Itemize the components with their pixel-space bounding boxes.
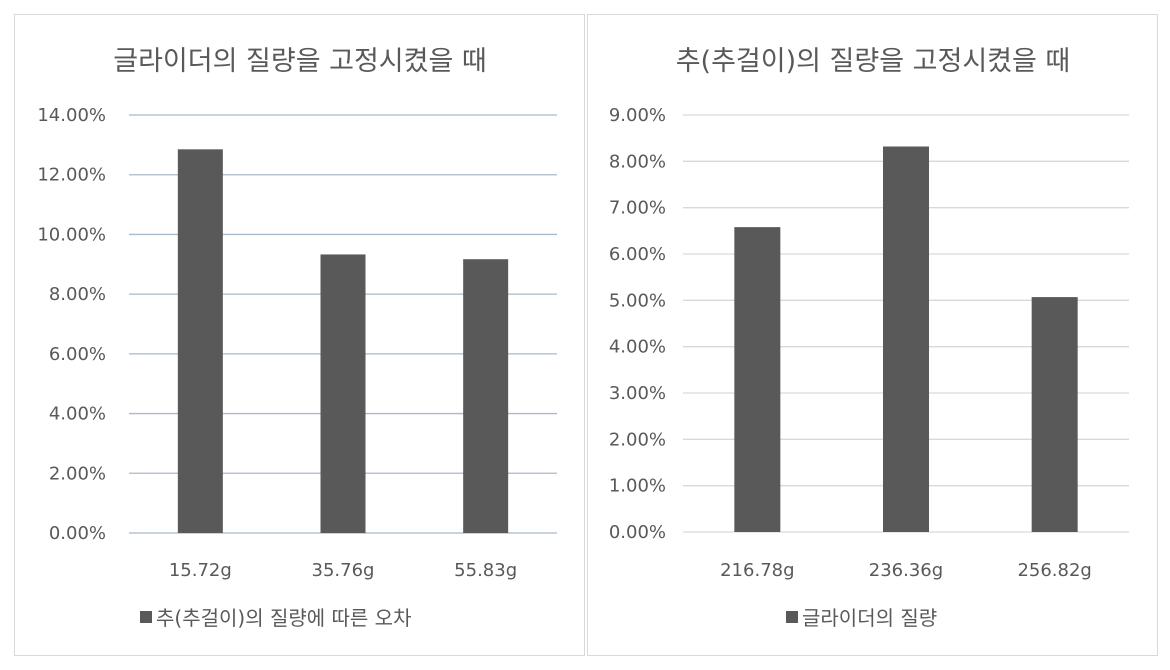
x-axis-ticks: 15.72g 35.76g 55.83g	[169, 560, 517, 581]
legend-swatch	[786, 611, 798, 623]
y-tick-label: 5.00%	[609, 290, 666, 311]
bar	[1031, 297, 1078, 532]
y-tick-label: 10.00%	[37, 224, 106, 245]
legend: 추(추걸이)의 질량에 따른 오차	[140, 606, 411, 630]
y-tick-label: 14.00%	[37, 105, 106, 126]
y-tick-label: 2.00%	[609, 429, 666, 450]
chart-left-svg: 글라이더의 질량을 고정시켰을 때 0.00% 2.00% 4.00% 6.00% 8.…	[37, 46, 557, 630]
y-tick-label: 8.00%	[609, 151, 666, 172]
y-axis-ticks: 0.00% 2.00% 4.00% 6.00% 8.00% 10.00% 12.00% 14.…	[37, 105, 106, 544]
x-tick-label: 15.72g	[169, 560, 232, 581]
chart-panel-right: 추(추걸이)의 질량을 고정시켰을 때 0.00% 1.00% 2.00% 3.00%…	[587, 14, 1158, 656]
y-tick-label: 1.00%	[609, 476, 666, 497]
x-axis-ticks: 216.78g 236.36g 256.82g	[720, 560, 1092, 581]
bar	[734, 227, 781, 533]
x-tick-label: 55.83g	[454, 560, 517, 581]
bars	[734, 146, 1078, 533]
bar	[883, 146, 929, 533]
y-tick-label: 6.00%	[609, 244, 666, 265]
y-tick-label: 8.00%	[49, 284, 106, 305]
legend: 글라이더의 질량	[786, 606, 937, 630]
chart-title: 추(추걸이)의 질량을 고정시켰을 때	[676, 46, 1071, 77]
legend-label: 글라이더의 질량	[802, 606, 937, 630]
chart-panel-left: 글라이더의 질량을 고정시켰을 때 0.00% 2.00% 4.00% 6.00% 8.…	[14, 14, 585, 656]
x-tick-label: 236.36g	[869, 560, 943, 581]
y-tick-label: 0.00%	[609, 522, 666, 543]
bars	[177, 149, 509, 534]
bar	[320, 254, 366, 533]
x-tick-label: 35.76g	[312, 560, 375, 581]
legend-swatch	[140, 611, 152, 623]
y-axis-ticks: 0.00% 1.00% 2.00% 3.00% 4.00% 5.00% 6.00% 7.00%…	[609, 105, 666, 543]
x-tick-label: 216.78g	[720, 560, 794, 581]
chart-title: 글라이더의 질량을 고정시켰을 때	[113, 46, 487, 77]
y-tick-label: 3.00%	[609, 383, 666, 404]
y-tick-label: 12.00%	[37, 165, 106, 186]
y-tick-label: 9.00%	[609, 105, 666, 126]
y-tick-label: 4.00%	[49, 404, 106, 425]
y-tick-label: 0.00%	[49, 523, 106, 544]
y-tick-label: 6.00%	[49, 344, 106, 365]
y-tick-label: 2.00%	[49, 463, 106, 484]
bar	[177, 149, 223, 534]
chart-right-svg: 추(추걸이)의 질량을 고정시켰을 때 0.00% 1.00% 2.00% 3.00%…	[609, 46, 1129, 630]
x-tick-label: 256.82g	[1017, 560, 1091, 581]
y-tick-label: 7.00%	[609, 198, 666, 219]
bar	[463, 259, 509, 533]
legend-label: 추(추걸이)의 질량에 따른 오차	[156, 606, 411, 630]
y-tick-label: 4.00%	[609, 337, 666, 358]
